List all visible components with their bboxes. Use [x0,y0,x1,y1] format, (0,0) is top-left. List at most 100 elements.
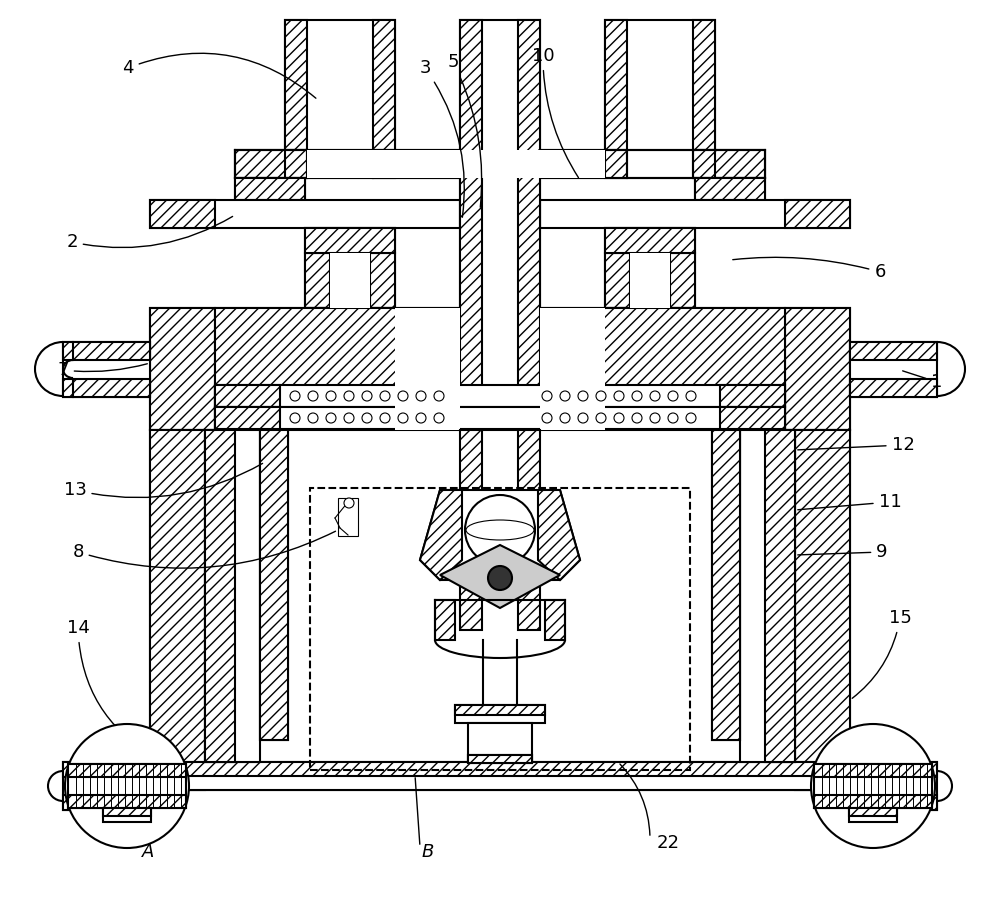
Circle shape [650,413,660,423]
Bar [68,764,186,808]
Circle shape [416,391,426,401]
Bar [370,253,395,308]
Bar [630,253,670,308]
Text: 1: 1 [903,371,943,391]
Polygon shape [215,308,460,430]
Bar [103,808,151,816]
Bar [785,200,850,228]
Bar [150,762,850,790]
Circle shape [434,391,444,401]
Bar [785,308,850,430]
Bar [605,253,630,308]
Circle shape [308,391,318,401]
Bar [150,200,850,228]
Bar [605,20,715,175]
Circle shape [614,413,624,423]
Polygon shape [440,545,560,608]
Bar [510,200,540,228]
Bar [150,762,850,776]
Bar [850,342,937,397]
Bar [63,342,150,397]
Bar [468,755,532,763]
Circle shape [811,724,935,848]
Text: 10: 10 [532,47,578,178]
Bar [215,407,280,429]
Bar [260,430,288,740]
Bar [305,253,330,308]
Bar [605,150,627,178]
Circle shape [290,413,300,423]
Bar [235,150,305,178]
Bar [814,764,932,777]
Bar [850,379,937,397]
Bar [814,795,932,808]
Polygon shape [540,308,695,350]
Bar [330,253,370,308]
Bar [850,762,937,777]
Bar [215,385,280,407]
Bar [510,308,540,430]
Text: A: A [142,843,154,861]
Circle shape [344,413,354,423]
Circle shape [632,413,642,423]
Bar [285,20,395,175]
Circle shape [326,413,336,423]
Circle shape [398,391,408,401]
Bar [540,308,605,430]
Bar [285,150,307,178]
Circle shape [542,391,552,401]
Bar [695,178,765,200]
Bar [720,407,785,429]
Bar [455,705,545,723]
Bar [205,430,260,762]
Bar [460,430,482,630]
Bar [307,150,605,178]
Bar [338,498,358,536]
Circle shape [560,413,570,423]
Bar [850,795,937,810]
Bar [63,795,150,810]
Bar [235,178,305,200]
Bar [305,228,395,253]
Bar [310,488,690,770]
Circle shape [344,498,354,508]
Bar [460,200,490,228]
Bar [850,342,937,360]
Text: 7: 7 [57,361,147,379]
Bar [460,20,540,555]
Bar [68,795,186,808]
Bar [605,228,695,253]
Bar [693,150,715,178]
Circle shape [650,391,660,401]
Text: 15: 15 [852,609,911,699]
Text: 13: 13 [64,463,263,499]
Bar [150,200,215,228]
Polygon shape [305,308,460,350]
Bar [740,430,795,762]
Polygon shape [540,308,785,430]
Bar [460,408,540,430]
Circle shape [65,724,189,848]
Circle shape [614,391,624,401]
Text: 4: 4 [122,53,316,98]
Circle shape [668,391,678,401]
Text: B: B [422,843,434,861]
Circle shape [596,391,606,401]
Bar [720,385,785,407]
Bar [215,407,785,429]
Bar [712,430,740,740]
Bar [605,228,695,308]
Bar [260,430,288,740]
Polygon shape [420,490,462,580]
Circle shape [416,413,426,423]
Bar [235,178,305,200]
Bar [693,20,715,175]
Bar [63,379,150,397]
Text: 22: 22 [656,834,680,852]
Circle shape [686,413,696,423]
Bar [373,150,395,178]
Circle shape [596,413,606,423]
Circle shape [632,391,642,401]
Bar [215,385,785,407]
Bar [395,308,460,430]
